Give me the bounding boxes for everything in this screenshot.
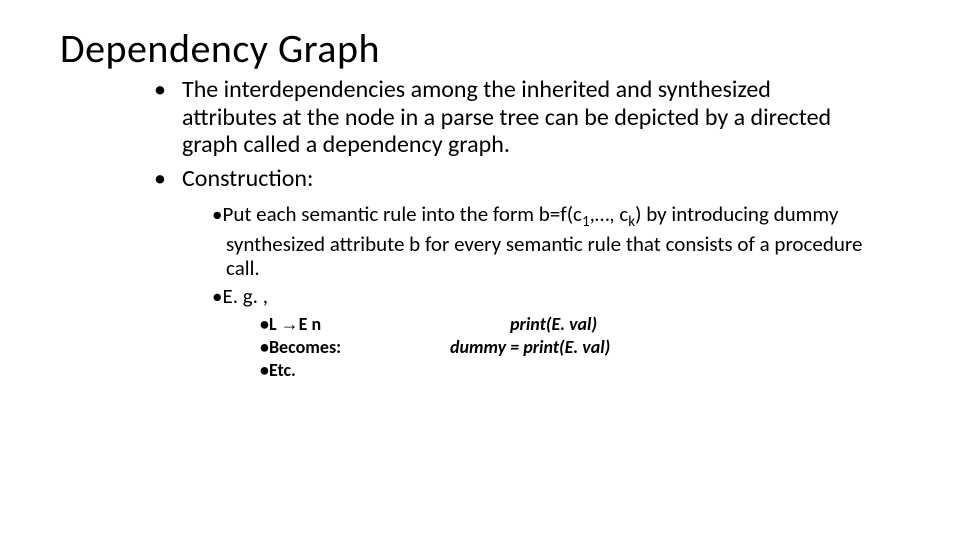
text-frag: E n — [299, 313, 322, 335]
text-frag: L — [269, 313, 281, 335]
text-frag: Etc. — [269, 359, 296, 381]
bullet-lvl1: •The interdependencies among the inherit… — [168, 76, 868, 159]
bullet-dot-icon: • — [260, 336, 269, 358]
bullet-dot-icon: • — [168, 76, 182, 104]
bullet-text: Put each semantic rule into the form b=f… — [222, 201, 862, 281]
bullet-dot-icon: • — [212, 201, 222, 227]
rule-left: •Becomes: — [274, 337, 464, 358]
slide-title: Dependency Graph — [60, 24, 380, 73]
bullet-dot-icon: • — [260, 313, 269, 335]
arrow-icon: → — [281, 314, 299, 334]
bullet-dot-icon: • — [168, 165, 182, 193]
rule-left: •L →E n — [274, 314, 464, 335]
bullet-lvl2: •Put each semantic rule into the form b=… — [212, 202, 868, 280]
bullet-lvl3: •Etc. — [260, 360, 868, 381]
bullet-lvl2: •E. g. , — [212, 284, 868, 308]
slide: Dependency Graph •The interdependencies … — [0, 0, 960, 540]
rule-right: print(E. val) — [464, 314, 597, 335]
bullet-lvl3: •L →E n print(E. val) — [260, 314, 868, 335]
bullet-text: Construction: — [182, 164, 313, 193]
rule-bullets: •L →E n print(E. val) •Becomes: dummy = … — [260, 314, 868, 380]
bullet-lvl1: •Construction: — [168, 165, 868, 193]
bullet-dot-icon: • — [212, 283, 222, 309]
rule-right: dummy = print(E. val) — [464, 337, 610, 358]
text-frag: Becomes: — [269, 336, 341, 358]
text-frag: ,…, c — [590, 201, 629, 227]
bullet-text: The interdependencies among the inherite… — [182, 75, 831, 159]
subscript: 1 — [582, 214, 590, 232]
sub-bullets: •Put each semantic rule into the form b=… — [212, 202, 868, 380]
bullet-dot-icon: • — [260, 359, 269, 381]
text-frag: Put each semantic rule into the form b=f… — [222, 201, 581, 227]
bullet-text: E. g. , — [222, 283, 267, 309]
body-content: •The interdependencies among the inherit… — [168, 76, 868, 382]
bullet-lvl3: •Becomes: dummy = print(E. val) — [260, 337, 868, 358]
